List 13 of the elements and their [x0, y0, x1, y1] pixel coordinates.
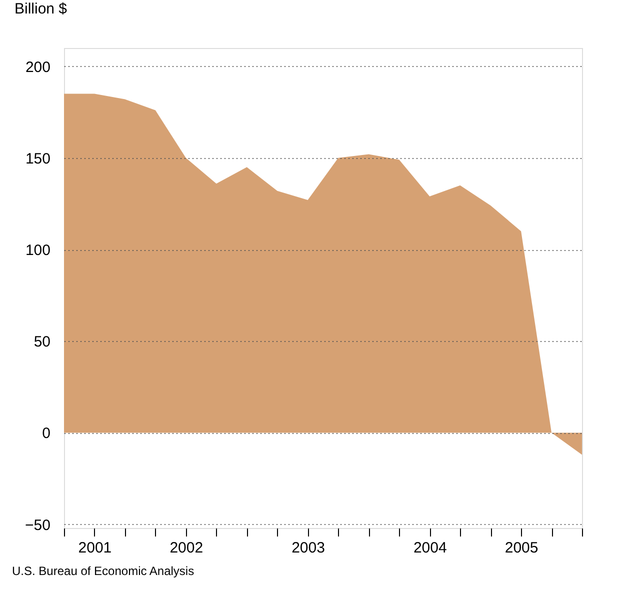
text: U.S. Bureau of Economic Analysis [12, 564, 194, 578]
x-tick-label: 2005 [504, 540, 538, 556]
y-tick-label: 150 [25, 150, 50, 168]
x-tick-label: 2003 [292, 540, 325, 556]
y-tick-label: 50 [34, 334, 50, 351]
x-tick-label: 2004 [413, 540, 447, 556]
y-tick-label: 0 [42, 425, 50, 442]
y-axis-title: Billion $ [14, 0, 68, 18]
y-tick-label: 200 [25, 58, 50, 76]
y-tick-label: −50 [25, 516, 50, 534]
x-tick-label: 2002 [170, 540, 204, 556]
x-tick-label: 2001 [78, 540, 112, 556]
y-tick-label: 100 [25, 242, 50, 260]
